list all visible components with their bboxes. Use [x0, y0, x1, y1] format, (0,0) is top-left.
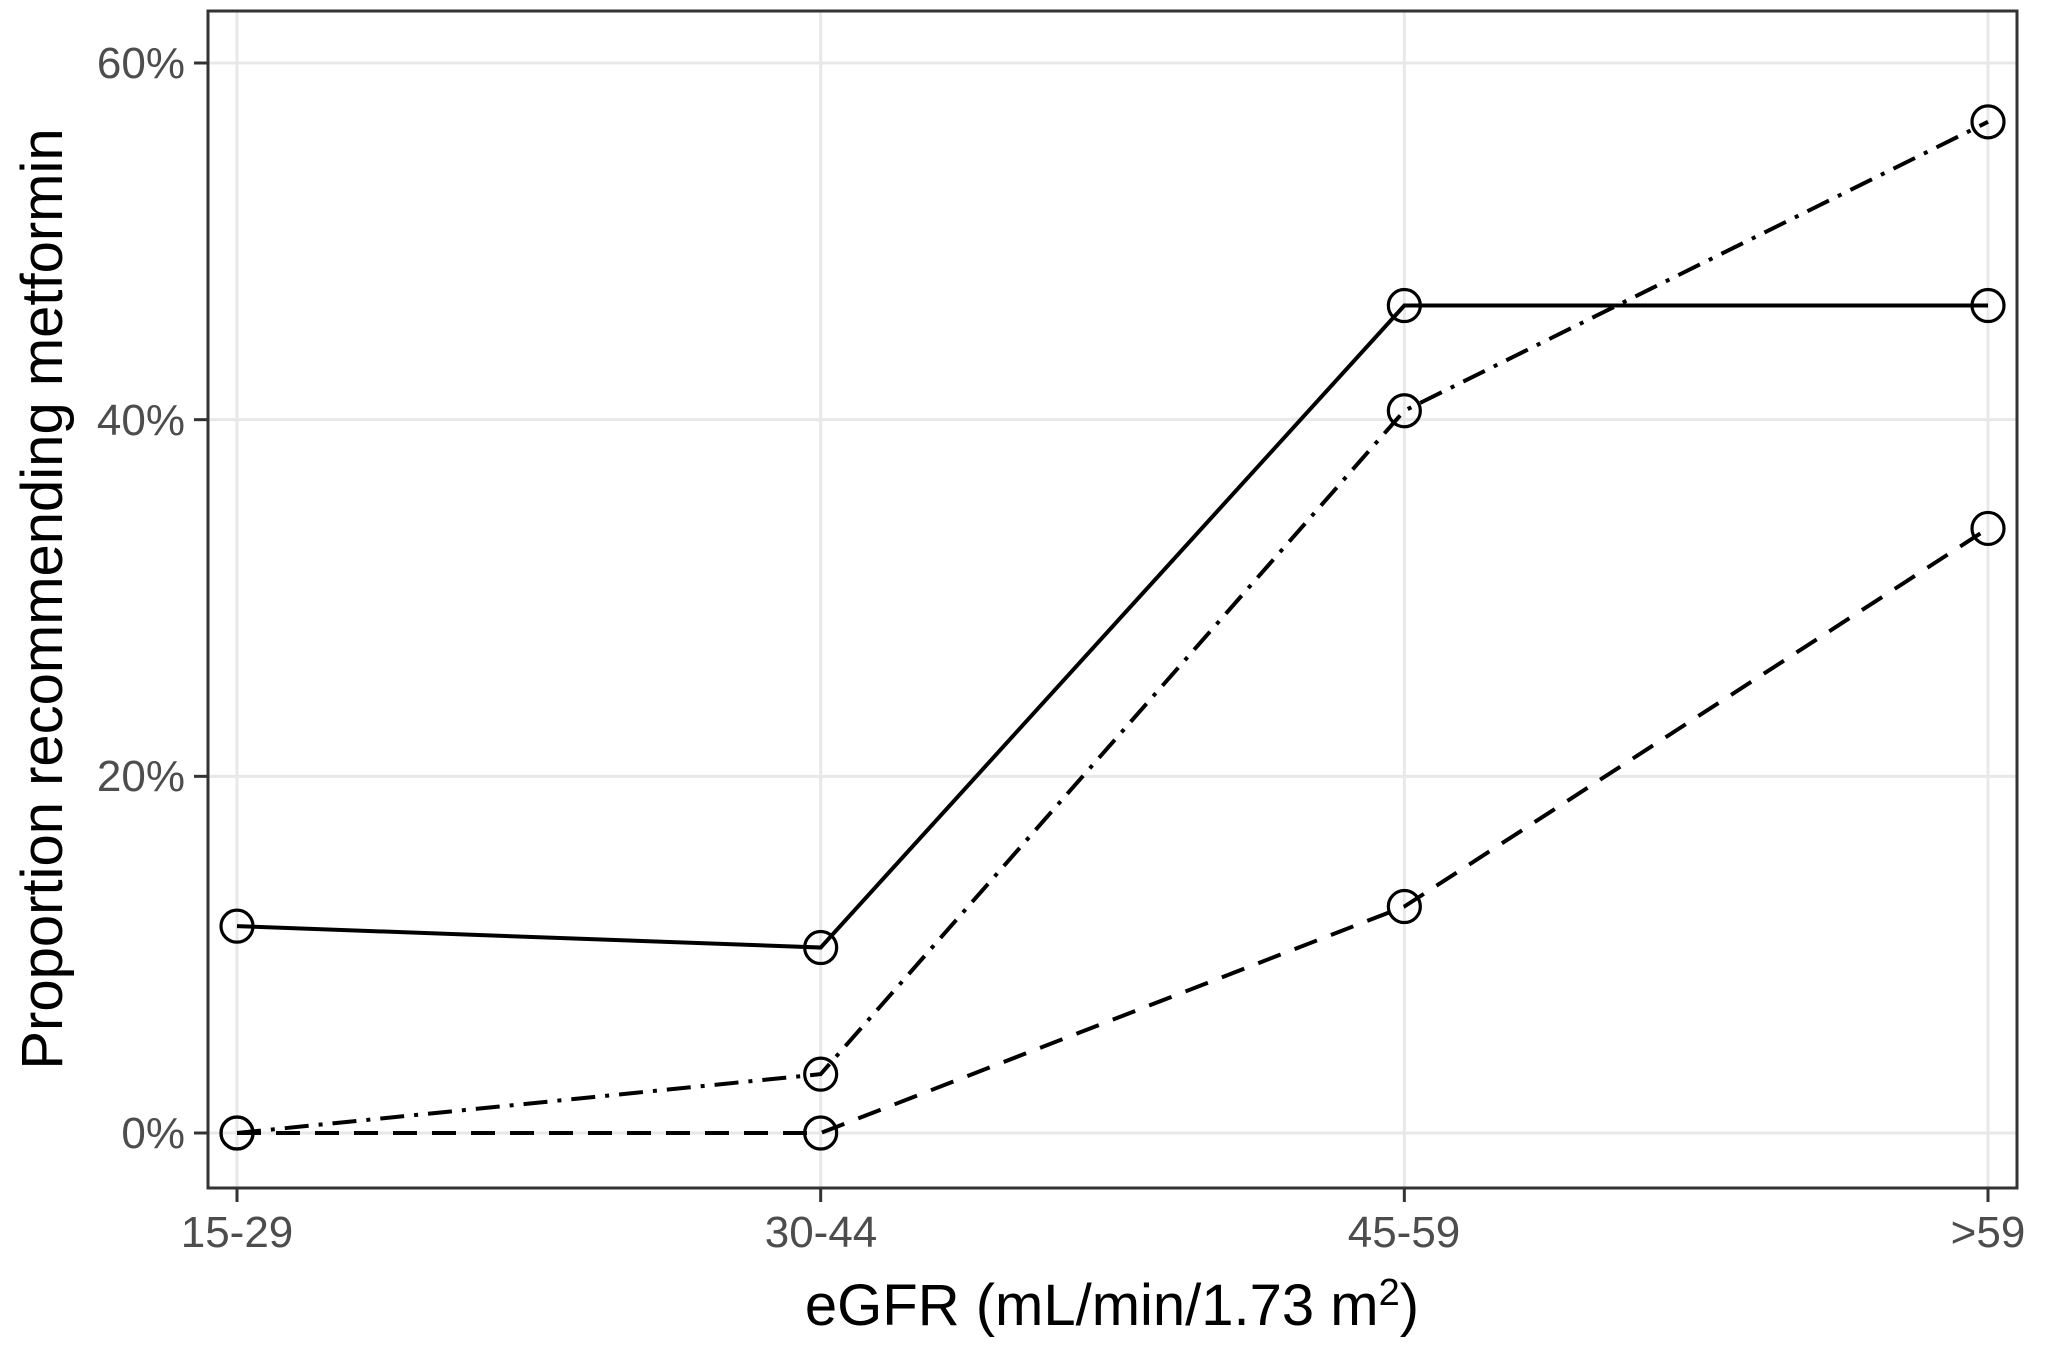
x-tick-label-15-29: 15-29 [181, 1208, 294, 1257]
marker-open-circle-dashed [803, 1115, 839, 1151]
marker-open-circle-dash-dot [1970, 104, 2006, 140]
axis-ticks [194, 61, 1990, 1202]
x-axis-title-superscript: 2 [1379, 1272, 1400, 1314]
marker-open-circle-dashed [1970, 510, 2006, 547]
series-line-solid [236, 303, 1989, 950]
marker-open-circle-dash-dot [1386, 393, 1422, 429]
panel-border [206, 9, 2019, 1190]
marker-open-circle-solid [1386, 287, 1422, 324]
marker-open-circle-dashed [219, 1115, 255, 1151]
y-tick-label-40: 40% [97, 396, 185, 445]
marker-open-circle-solid [219, 908, 255, 944]
x-tick-label-gt59: >59 [1951, 1208, 2026, 1257]
y-tick-label-60: 60% [97, 39, 185, 88]
marker-open-circle-dashed [1386, 888, 1422, 925]
series-line-dashed [237, 526, 1990, 1135]
marker-open-circle-solid [1970, 287, 2006, 324]
x-tick-label-45-59: 45-59 [1348, 1208, 1461, 1257]
gridlines [208, 11, 2017, 1188]
x-tick-label-30-44: 30-44 [765, 1208, 878, 1257]
series-line-dash-dot [236, 120, 1989, 1135]
data-series [219, 104, 2006, 1151]
marker-open-circle-solid [803, 929, 839, 966]
x-axis-title: eGFR (mL/min/1.73 m2) [805, 1272, 1419, 1338]
y-tick-label-20: 20% [97, 752, 185, 801]
y-tick-label-0: 0% [121, 1109, 185, 1158]
plot-panel [208, 11, 2017, 1188]
y-axis-title: Proportion recommending metformin [10, 128, 75, 1069]
x-axis-title-suffix: ) [1400, 1273, 1419, 1338]
marker-open-circle-dash-dot [803, 1056, 839, 1092]
x-axis-title-text: eGFR (mL/min/1.73 m [805, 1273, 1379, 1338]
